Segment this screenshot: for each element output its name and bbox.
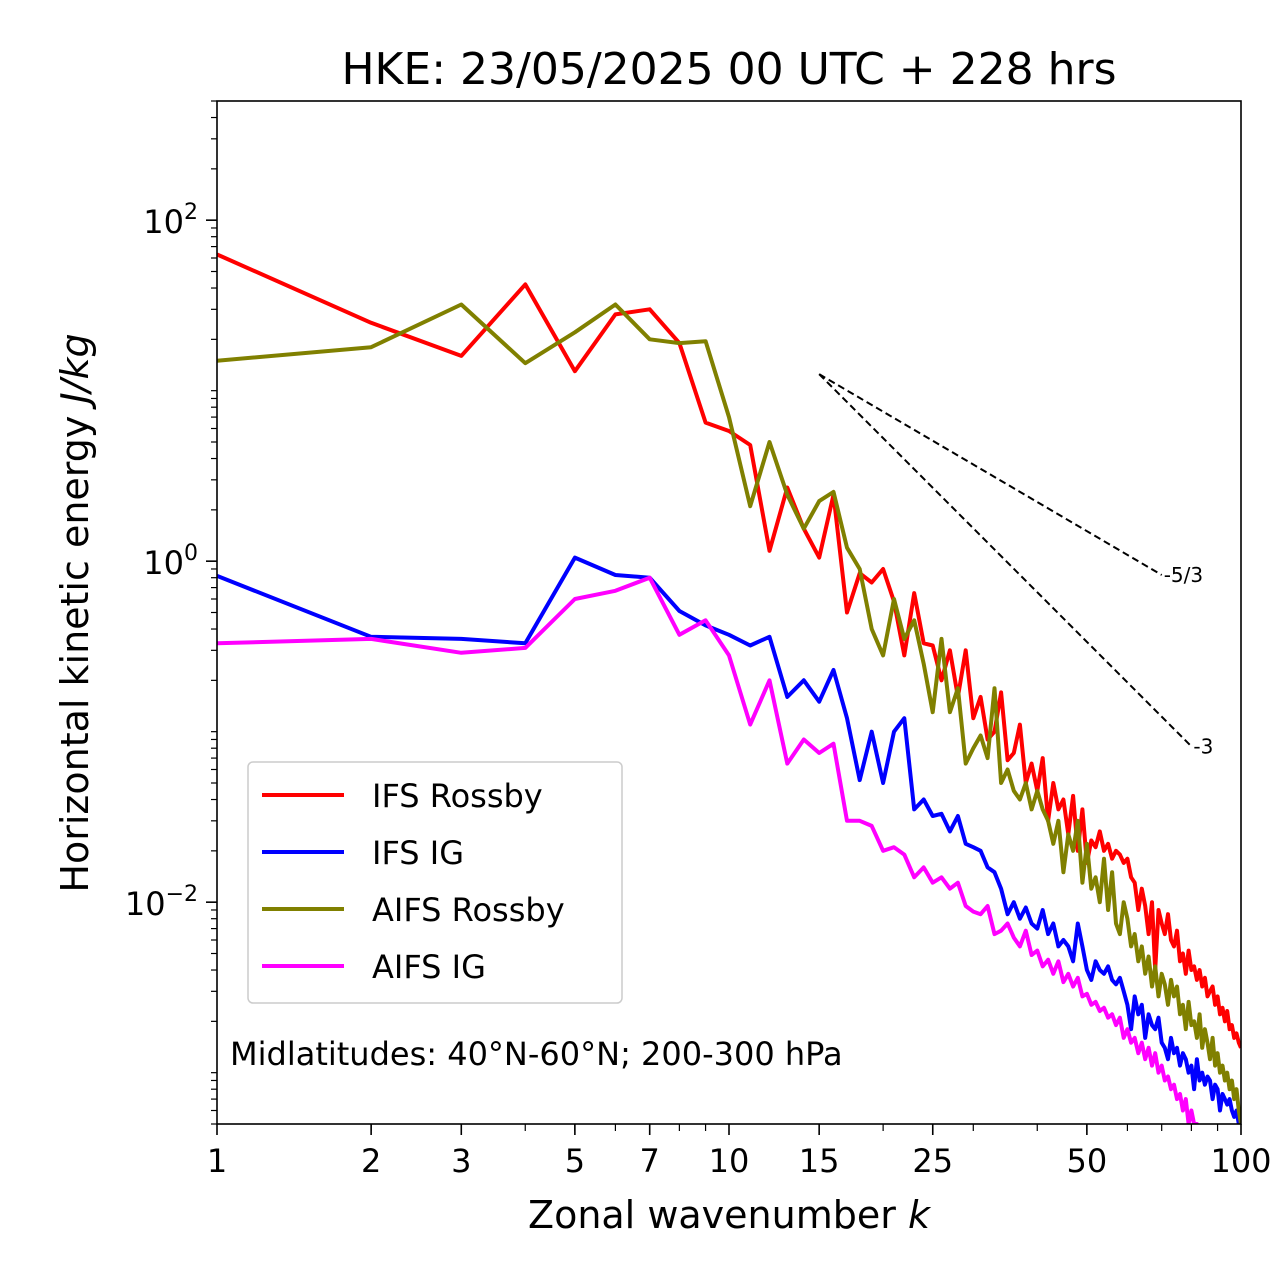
y-tick-labels: 102 100 10−2 [125, 200, 198, 923]
x-tick-label: 50 [1067, 1142, 1108, 1180]
y-axis-label: Horizontal kinetic energy J/kg [53, 333, 97, 892]
reference-slope-labels: -5/3 -3 [1164, 563, 1214, 758]
x-tick-label: 5 [565, 1142, 585, 1180]
y-tick-label: 10−2 [125, 882, 198, 923]
series-line-aifs-rossby [217, 302, 1241, 1124]
legend-label: AIFS Rossby [372, 891, 565, 929]
reference-slope-label: -3 [1193, 734, 1213, 758]
x-tick-label: 2 [361, 1142, 381, 1180]
legend-box [247, 761, 623, 1004]
legend-label: AIFS IG [372, 948, 486, 986]
x-tick-label: 1 [207, 1142, 227, 1180]
x-tick-label: 25 [912, 1142, 953, 1180]
x-axis-label: Zonal wavenumber k [528, 1193, 932, 1237]
major-ticks [206, 219, 1242, 1135]
series-line-ifs-ig [217, 555, 1241, 1124]
region-annotation: Midlatitudes: 40°N-60°N; 200-300 hPa [230, 1035, 843, 1073]
x-tick-label: 3 [451, 1142, 471, 1180]
x-tick-label: 10 [709, 1142, 750, 1180]
reference-slope-label: -5/3 [1164, 563, 1203, 587]
x-tick-label: 100 [1210, 1142, 1271, 1180]
reference-slope-line [818, 373, 1163, 576]
legend-label: IFS IG [372, 834, 464, 872]
series-lines [217, 252, 1241, 1124]
y-tick-label: 100 [143, 541, 198, 582]
legend-label: IFS Rossby [372, 777, 543, 815]
legend: IFS Rossby IFS IG AIFS Rossby AIFS IG [247, 761, 623, 1004]
x-tick-label: 7 [640, 1142, 660, 1180]
chart-title: HKE: 23/05/2025 00 UTC + 228 hrs [341, 44, 1116, 95]
reference-slopes [818, 373, 1193, 748]
x-tick-label: 15 [799, 1142, 840, 1180]
plot-frame [216, 100, 1242, 1125]
y-tick-label: 102 [143, 200, 198, 241]
x-tick-labels: 1 2 3 5 7 10 15 25 50 100 [207, 1142, 1272, 1180]
series-line-aifs-ig [217, 575, 1199, 1124]
